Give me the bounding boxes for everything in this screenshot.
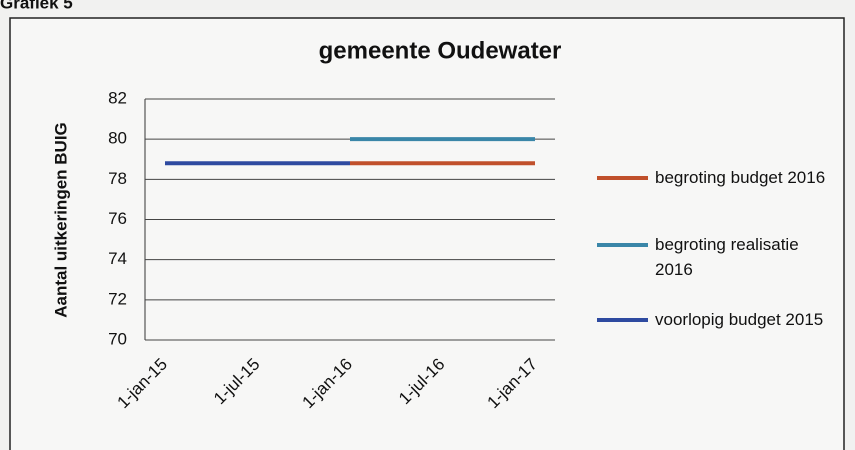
heading: Grafiek 5 bbox=[0, 0, 73, 12]
y-tick-label: 70 bbox=[108, 329, 127, 348]
y-tick-label: 80 bbox=[108, 129, 127, 148]
y-tick-label: 74 bbox=[108, 249, 127, 268]
y-tick-label: 82 bbox=[108, 88, 127, 107]
legend-label: voorlopig budget 2015 bbox=[655, 310, 824, 329]
chart-title: gemeente Oudewater bbox=[319, 37, 562, 64]
legend-label: begroting budget 2016 bbox=[655, 168, 826, 187]
y-tick-label: 78 bbox=[108, 169, 127, 188]
legend-label: begroting realisatie 2016 bbox=[655, 235, 799, 279]
chart-frame bbox=[9, 17, 845, 450]
y-axis-label: Aantal uitkeringen BUIG bbox=[51, 122, 70, 318]
y-tick-label: 72 bbox=[108, 289, 127, 308]
y-tick-label: 76 bbox=[108, 209, 127, 228]
